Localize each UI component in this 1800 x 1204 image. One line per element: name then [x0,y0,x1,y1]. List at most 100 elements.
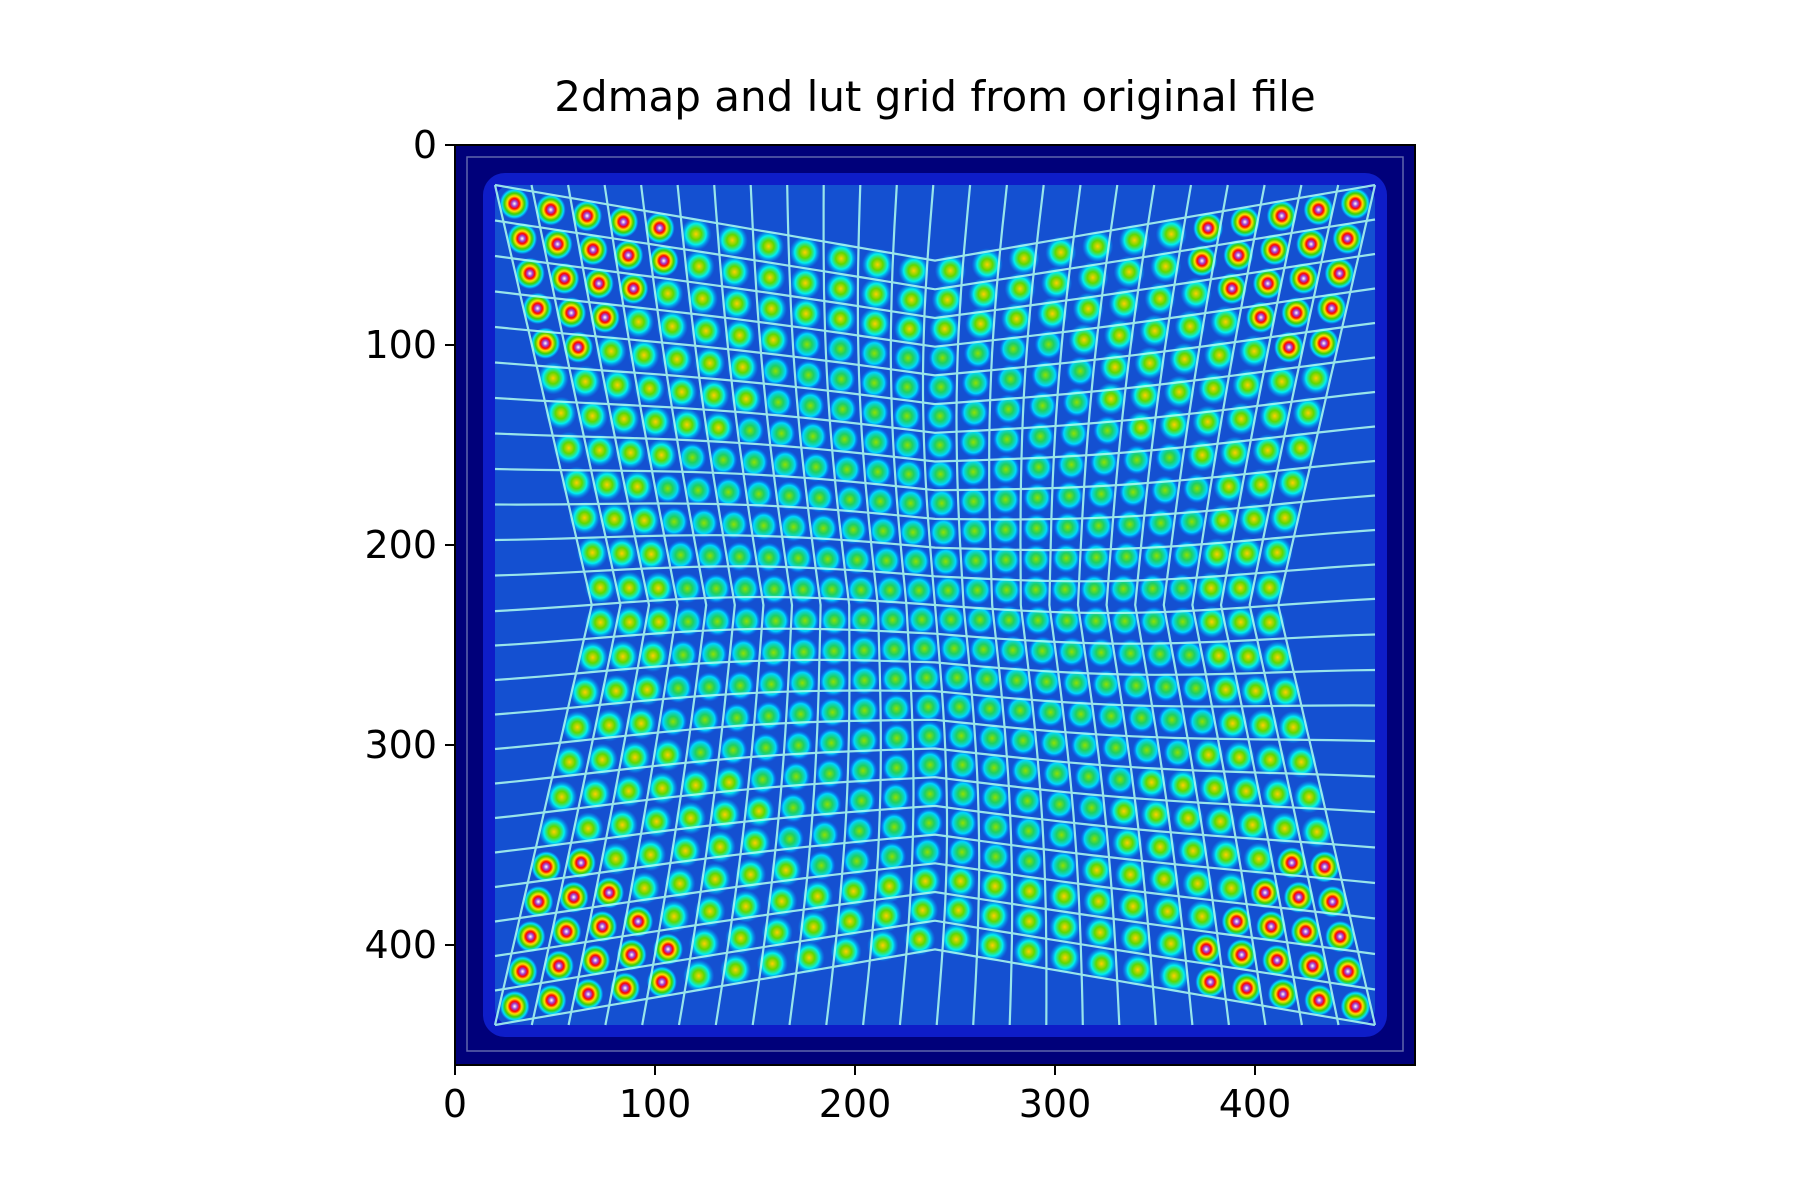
heatmap-spot [926,459,955,490]
x-tick-label: 0 [443,1082,467,1126]
heatmap-spot [569,365,601,398]
heatmap-spot [860,277,892,311]
lut-grid-vline [786,184,822,1026]
heatmap-spot [913,836,942,868]
heatmap-spot [948,807,978,839]
heatmap-spot [594,876,625,909]
heatmap-spot [1167,573,1197,604]
heatmap-spot [1259,399,1291,433]
heatmap-spot [837,874,870,908]
lut-grid-vline [1277,184,1377,1026]
heatmap-spot [577,233,608,266]
heatmap-spot [850,695,879,726]
heatmap-spot [895,283,928,317]
heatmap-spot [1210,673,1242,706]
heatmap-spot [948,778,978,810]
heatmap-spot [790,297,822,331]
heatmap-spot [1325,920,1356,953]
heatmap-spot [981,811,1011,843]
heatmap-spot [960,515,989,547]
heatmap-spot [1146,507,1176,539]
heatmap-spot [1150,475,1180,506]
heatmap-spot [1281,297,1312,329]
heatmap-spot [754,261,786,294]
heatmap-spot [824,302,857,336]
heatmap-spot [1274,331,1305,363]
lut-grid-vline [1248,184,1340,1026]
heatmap-spot [825,242,857,275]
heatmap-spot [1203,639,1235,673]
heatmap-spot [1223,239,1254,271]
heatmap-spot [931,283,963,317]
heatmap-spot [975,693,1005,724]
heatmap-spot [659,506,689,537]
heatmap-spot [1240,674,1272,708]
heatmap-spot [1095,382,1127,416]
heatmap-spot [931,546,961,577]
heatmap-spot [621,470,653,503]
heatmap-spot [1117,889,1149,923]
heatmap-spot [1157,704,1187,735]
heatmap-spot [1186,900,1218,933]
lut-grid-hline [494,321,1376,377]
heatmap-spot [1140,798,1172,832]
heatmap-spot [1254,606,1286,639]
heatmap-spot [591,468,623,502]
heatmap-spot [589,301,620,334]
heatmap-spot [991,544,1021,575]
heatmap-spot [1108,287,1140,321]
heatmap-spot [695,540,725,571]
heatmap-spot [815,758,845,789]
lut-grid-hline [494,218,1376,291]
heatmap-spot [828,394,858,425]
lut-grid-vline [1134,184,1194,1026]
heatmap-spot [698,639,728,670]
heatmap-spot [1034,329,1064,360]
heatmap-spot [1180,277,1212,310]
heatmap-spot [809,513,838,544]
heatmap-spot [798,421,828,452]
heatmap-spot [892,400,922,432]
heatmap-spot [1108,794,1140,828]
lut-grid-vline [749,184,794,1026]
heatmap-spot [761,605,791,636]
heatmap-spot [996,363,1025,395]
heatmap-spot [530,327,561,359]
heatmap-spot [683,475,713,506]
heatmap-spot [535,193,566,226]
heatmap-spot [1277,710,1309,744]
heatmap-spot [732,606,761,637]
heatmap-spot [806,850,836,881]
heatmap-spot [1219,436,1251,470]
heatmap-spot [1253,571,1286,604]
heatmap-spot [561,710,593,744]
heatmap-spot [870,899,902,933]
heatmap-spot [600,674,632,708]
heatmap-spot [514,257,545,290]
heatmap-spot [1196,605,1228,639]
heatmap-spot [1103,318,1136,352]
heatmap-spot [606,808,638,842]
heatmap-spot [1187,706,1217,737]
heatmap-spot [666,375,698,409]
heatmap-spot [926,371,956,403]
heatmap-spot [1245,468,1277,502]
heatmap-spot [1142,540,1172,571]
heatmap-spot [909,633,939,664]
heatmap-spot [499,990,530,1023]
heatmap-spot [701,573,731,604]
heatmap-spot [652,277,684,310]
heatmap-spot [735,415,765,446]
heatmap-spot [846,574,876,606]
heatmap-spot [879,634,909,665]
heatmap-spot [1201,537,1233,571]
heatmap-spot [901,546,931,577]
heatmap-spot [826,363,856,395]
heatmap-spot [507,222,538,255]
heatmap-spot [538,815,570,849]
heatmap-spot [965,604,995,635]
heatmap-spot [1014,815,1044,847]
heatmap-spot [1125,411,1157,444]
heatmap-spot [968,277,1000,311]
heatmap-spot [1177,506,1207,537]
